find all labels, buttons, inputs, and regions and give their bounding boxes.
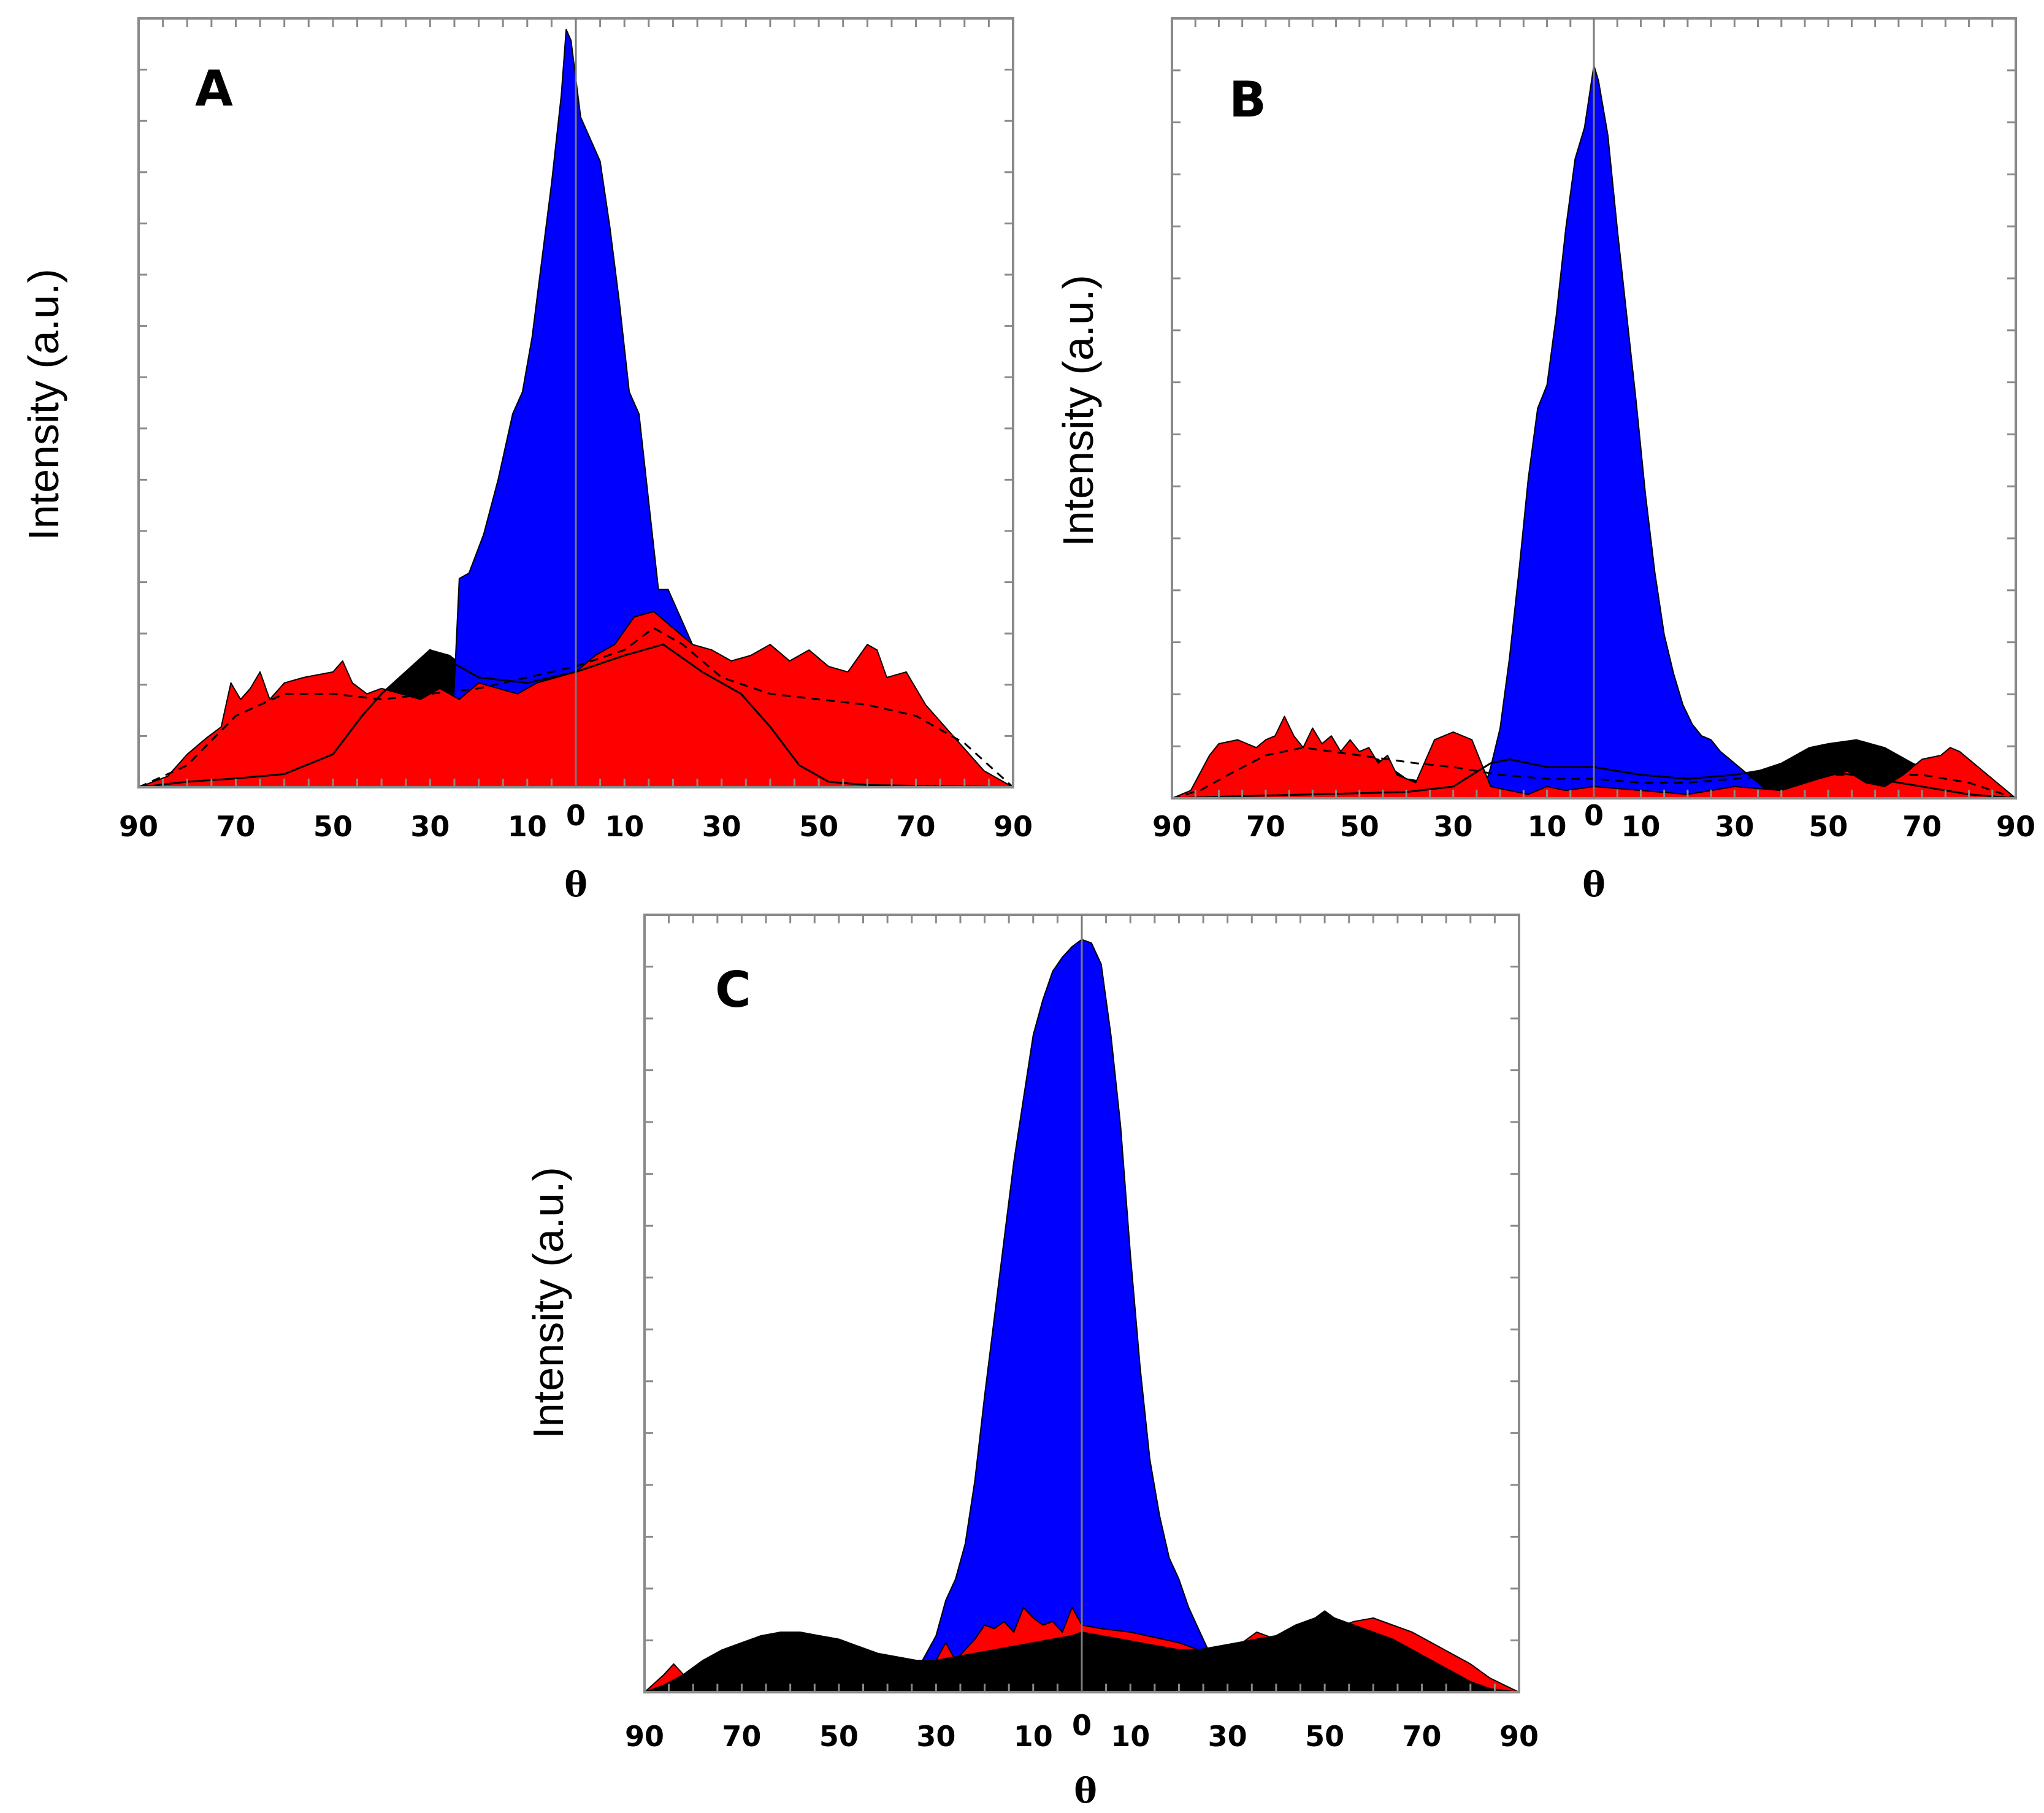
panel-a-x-tick-label: 10 xyxy=(605,810,644,843)
panel-c-minor-ticks xyxy=(643,914,1520,1693)
panel-a: A 90 70 50 30 10 0 10 30 50 70 90 θ Intensity (a.u… xyxy=(20,17,1033,905)
panel-c-x-tick-label: 90 xyxy=(625,1720,664,1753)
panel-a-x-axis-label: θ xyxy=(564,865,587,905)
panel-c: C 90 70 50 30 10 0 10 30 50 70 90 θ Intensity (a.u… xyxy=(524,914,1539,1811)
panel-a-x-tick-label: 30 xyxy=(702,810,741,843)
panel-a-x-tick-label: 90 xyxy=(119,810,158,843)
panel-a-x-tick-label: 30 xyxy=(410,810,450,843)
panel-b-x-tick-label: 10 xyxy=(1621,810,1660,843)
panel-c-x-tick-label: 10 xyxy=(1111,1720,1150,1753)
panel-a-dashed-line xyxy=(138,627,1014,788)
panel-c-x-tick-label: 50 xyxy=(819,1720,859,1753)
panel-b-x-tick-label: 70 xyxy=(1246,810,1285,843)
panel-c-y-axis-label: Intensity (a.u.) xyxy=(524,1167,572,1439)
panel-b-minor-ticks xyxy=(1171,17,2017,800)
panel-c-x-tick-label: 90 xyxy=(1499,1720,1539,1753)
panel-b-x-tick-label: 90 xyxy=(1152,810,1192,843)
panel-a-x-tick-label: 70 xyxy=(216,810,255,843)
panel-c-label: C xyxy=(715,961,751,1018)
panel-a-x-tick-labels: 90 70 50 30 10 0 10 30 50 70 90 xyxy=(119,799,1033,843)
panel-a-y-axis-label: Intensity (a.u.) xyxy=(20,269,67,541)
panel-a-x-tick-label: 70 xyxy=(897,810,936,843)
panel-c-x-tick-label: 30 xyxy=(916,1720,955,1753)
panel-b-dashed-line xyxy=(1171,746,2016,800)
panel-b-red-area xyxy=(1171,716,2016,799)
panel-a-label: A xyxy=(195,60,233,117)
panel-b-x-tick-label: 70 xyxy=(1902,810,1942,843)
panel-c-x-axis-label: θ xyxy=(1074,1771,1097,1811)
panel-c-x-tick-labels: 90 70 50 30 10 0 10 30 50 70 90 xyxy=(625,1709,1539,1753)
panel-b-x-tick-label: 10 xyxy=(1528,810,1567,843)
panel-c-x-tick-label: 10 xyxy=(1014,1720,1053,1753)
panel-b-x-tick-labels: 90 70 50 30 10 0 10 30 50 70 90 xyxy=(1152,799,2035,843)
panel-a-x-tick-label: 50 xyxy=(313,810,353,843)
panel-c-x-tick-label: 50 xyxy=(1305,1720,1344,1753)
panel-b-x-tick-label: 0 xyxy=(1584,799,1604,832)
panel-a-x-tick-label: 50 xyxy=(799,810,838,843)
panel-b-label: B xyxy=(1229,71,1266,128)
panel-a-x-tick-label: 0 xyxy=(566,799,586,832)
panel-b-x-axis-label: θ xyxy=(1582,865,1605,905)
panel-c-x-tick-label: 70 xyxy=(722,1720,761,1753)
panel-b-y-axis-label: Intensity (a.u.) xyxy=(1054,275,1102,547)
panel-b-x-tick-label: 50 xyxy=(1809,810,1848,843)
panel-b: B 90 70 50 30 10 0 10 30 50 70 90 θ Intensity (a.u… xyxy=(1054,17,2035,905)
panel-b-x-tick-label: 30 xyxy=(1434,810,1473,843)
panel-b-x-tick-label: 90 xyxy=(1996,810,2035,843)
panel-a-x-tick-label: 90 xyxy=(993,810,1033,843)
panel-a-minor-ticks xyxy=(137,17,1014,788)
panel-b-x-tick-label: 30 xyxy=(1715,810,1754,843)
panel-c-x-tick-label: 0 xyxy=(1072,1709,1092,1742)
panel-c-x-tick-label: 30 xyxy=(1208,1720,1247,1753)
panel-b-x-tick-label: 50 xyxy=(1340,810,1379,843)
panel-a-x-tick-label: 10 xyxy=(508,810,547,843)
panel-a-solid-line xyxy=(138,643,1014,788)
panel-c-x-tick-label: 70 xyxy=(1403,1720,1442,1753)
